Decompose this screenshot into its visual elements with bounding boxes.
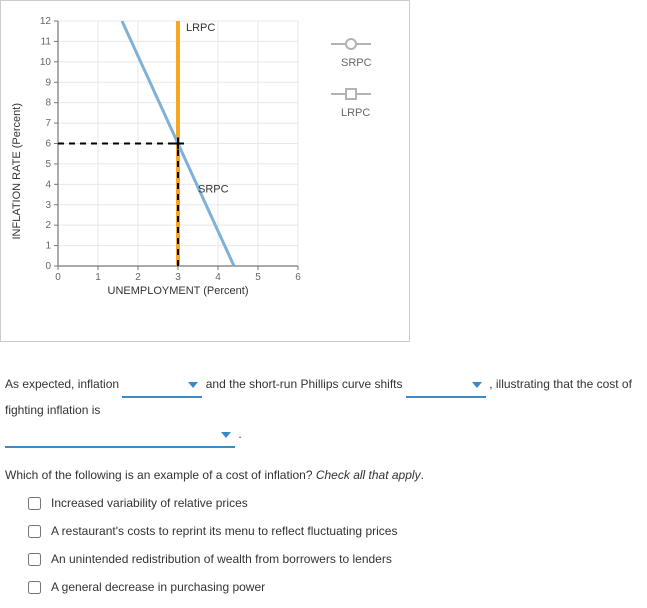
svg-text:3: 3 (175, 272, 181, 283)
option-row[interactable]: A restaurant's costs to reprint its menu… (28, 524, 647, 538)
svg-text:11: 11 (41, 36, 52, 47)
svg-text:4: 4 (45, 179, 51, 190)
svg-text:LRPC: LRPC (341, 107, 370, 119)
svg-text:6: 6 (45, 139, 51, 150)
option-label: Increased variability of relative prices (51, 496, 248, 510)
svg-text:9: 9 (45, 77, 51, 88)
svg-text:SRPC: SRPC (198, 184, 229, 196)
q2-prompt-em: Check all that apply (316, 468, 421, 482)
option-checkbox[interactable] (28, 553, 41, 566)
svg-text:UNEMPLOYMENT (Percent): UNEMPLOYMENT (Percent) (108, 285, 249, 297)
option-row[interactable]: Increased variability of relative prices (28, 496, 647, 510)
svg-text:1: 1 (45, 241, 51, 252)
dropdown-cost[interactable] (5, 422, 235, 448)
svg-text:10: 10 (40, 57, 52, 68)
svg-text:8: 8 (45, 98, 51, 109)
svg-text:0: 0 (55, 272, 61, 283)
option-checkbox[interactable] (28, 497, 41, 510)
fill-in-question: As expected, inflation and the short-run… (5, 372, 642, 448)
checkbox-question-prompt: Which of the following is an example of … (5, 468, 642, 482)
option-row[interactable]: An unintended redistribution of wealth f… (28, 552, 647, 566)
svg-text:1: 1 (95, 272, 101, 283)
q1-text-4: . (238, 427, 241, 441)
phillips-curve-chart-panel: INFLATION RATE (Percent) 012345601234567… (0, 0, 410, 342)
svg-text:7: 7 (45, 118, 51, 129)
checkbox-options-list: Increased variability of relative prices… (28, 496, 647, 594)
svg-text:5: 5 (45, 159, 51, 170)
option-row[interactable]: A general decrease in purchasing power (28, 580, 647, 594)
svg-text:12: 12 (40, 16, 52, 27)
svg-text:2: 2 (45, 220, 51, 231)
svg-text:2: 2 (135, 272, 141, 283)
q2-prompt-text: Which of the following is an example of … (5, 468, 316, 482)
option-label: A general decrease in purchasing power (51, 580, 265, 594)
option-checkbox[interactable] (28, 581, 41, 594)
dropdown-inflation-direction[interactable] (122, 372, 202, 398)
svg-text:3: 3 (45, 200, 51, 211)
svg-text:4: 4 (215, 272, 221, 283)
phillips-curve-chart[interactable]: 01234560123456789101112LRPCSRPCUNEMPLOYM… (28, 16, 328, 326)
option-label: An unintended redistribution of wealth f… (51, 552, 392, 566)
y-axis-label: INFLATION RATE (Percent) (11, 103, 23, 240)
svg-text:5: 5 (255, 272, 261, 283)
q1-text-1: As expected, inflation (5, 377, 122, 391)
svg-text:SRPC: SRPC (341, 57, 372, 69)
chart-legend: SRPC LRPC (331, 36, 411, 156)
svg-text:0: 0 (45, 261, 51, 272)
svg-text:LRPC: LRPC (186, 22, 215, 34)
dropdown-curve-shift[interactable] (406, 372, 486, 398)
option-label: A restaurant's costs to reprint its menu… (51, 524, 397, 538)
svg-text:6: 6 (295, 272, 301, 283)
option-checkbox[interactable] (28, 525, 41, 538)
q1-text-2: and the short-run Phillips curve shifts (206, 377, 406, 391)
